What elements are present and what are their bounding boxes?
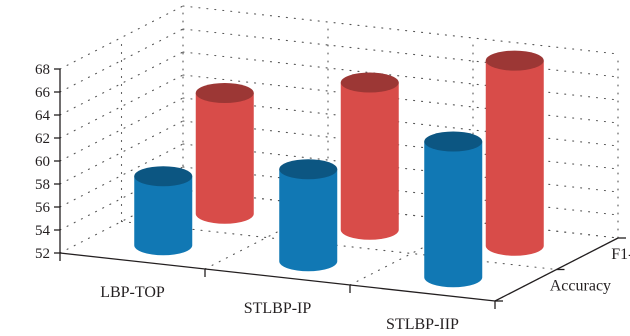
x-axis-line [59, 252, 496, 302]
gridline-back-wall [182, 5, 619, 55]
bar-top-cap [340, 72, 399, 93]
bar-top-cap [195, 83, 254, 103]
gridline-back-wall [182, 143, 619, 193]
gridline-left-wall [59, 97, 184, 162]
bars [134, 50, 544, 288]
gridline-back-wall [182, 120, 619, 170]
category-label: STLBP-IP [244, 300, 312, 317]
gridline-back-wall [182, 74, 619, 124]
bar-f1-score-1 [195, 93, 254, 224]
bar-accuracy-2 [279, 169, 338, 272]
y-tick-label: 60 [35, 154, 50, 170]
y-tick-label: 66 [35, 85, 51, 101]
bar-f1-score-2 [340, 82, 399, 240]
y-tick-label: 52 [35, 246, 50, 262]
y-tick-label: 56 [35, 200, 51, 216]
bar-accuracy-3 [424, 141, 483, 288]
y-tick-label: 58 [35, 177, 50, 193]
series-label: F1-Score [611, 246, 630, 263]
series-label: Accuracy [550, 277, 611, 294]
category-label: STLBP-IIP [386, 316, 459, 333]
bar-top-cap [134, 166, 193, 187]
bar-f1-score-3 [485, 60, 544, 256]
bar-accuracy-1 [134, 176, 193, 256]
category-label: LBP-TOP [100, 284, 165, 301]
gridline-back-wall [182, 166, 619, 216]
y-tick-label: 54 [35, 223, 51, 239]
bar-top-cap [424, 131, 483, 152]
gridline-left-wall [59, 5, 184, 70]
bar-top-cap [485, 50, 544, 71]
gridline-back-wall [182, 28, 619, 78]
y-tick-label: 68 [35, 62, 50, 78]
y-tick-label: 64 [35, 108, 51, 124]
gridline-back-wall [182, 97, 619, 147]
axes [54, 68, 626, 309]
gridlines [59, 5, 619, 302]
gridline-back-wall [182, 51, 619, 101]
labels: 52 54 56 58 60 62 64 66 68 LBP-TOP STLBP-IP STLBP-I… [35, 62, 630, 333]
gridline-floor [182, 189, 619, 239]
y-tick-label: 62 [35, 131, 50, 147]
gridline-floor [120, 220, 558, 271]
bar-top-cap [279, 159, 338, 180]
